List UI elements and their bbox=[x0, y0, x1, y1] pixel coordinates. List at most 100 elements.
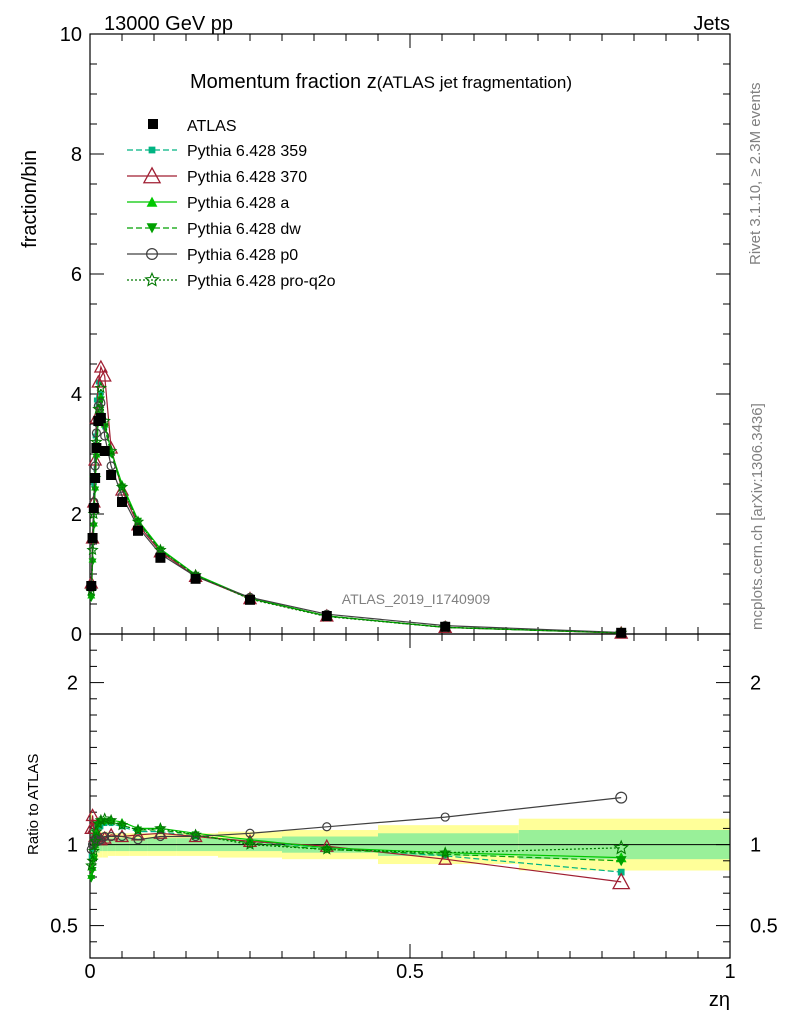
data-point bbox=[117, 497, 127, 507]
mc-point-ratio bbox=[87, 875, 96, 883]
legend-marker bbox=[146, 248, 159, 261]
ratio-tick-label-left: 1 bbox=[67, 835, 78, 857]
legend-item-mc: Pythia 6.428 p0 bbox=[127, 247, 298, 264]
legend: ATLAS Pythia 6.428 359 Pythia 6.428 370 Pyt… bbox=[127, 118, 336, 290]
mc-point-main bbox=[154, 543, 167, 556]
tick-labels: 0 2 4 6 8 10 0.5 0.5 1 1 2 2 0 0.5 1 bbox=[50, 24, 778, 983]
mc-point-main bbox=[96, 396, 105, 404]
y-tick-label: 4 bbox=[71, 384, 82, 406]
data-point bbox=[440, 621, 451, 632]
mc-point-main bbox=[92, 433, 98, 439]
data-points bbox=[86, 413, 627, 638]
category-label: Jets bbox=[693, 13, 730, 35]
legend-label-data: ATLAS bbox=[187, 118, 237, 135]
data-point bbox=[87, 533, 98, 543]
mc-point-ratio bbox=[105, 813, 118, 826]
legend-label: Pythia 6.428 370 bbox=[187, 169, 307, 186]
y-tick-label: 2 bbox=[71, 504, 82, 526]
mc-point-ratio bbox=[86, 854, 99, 866]
mc-point-ratio bbox=[617, 868, 625, 876]
chart-title-sub: (ATLAS jet fragmentation) bbox=[377, 73, 572, 92]
legend-label: Pythia 6.428 pro-q2o bbox=[187, 273, 336, 290]
mc-point-ratio bbox=[85, 808, 100, 822]
mc-point-ratio bbox=[154, 821, 167, 834]
legend-item-mc: Pythia 6.428 370 bbox=[127, 166, 307, 186]
ratio-tick-label-left: 0.5 bbox=[50, 916, 78, 938]
x-tick-label: 1 bbox=[724, 961, 735, 983]
mc-point-ratio bbox=[191, 831, 201, 842]
mc-point-ratio bbox=[98, 812, 111, 824]
y-tick-label: 10 bbox=[60, 24, 82, 46]
mc-point-ratio bbox=[438, 851, 453, 865]
legend-marker bbox=[142, 166, 162, 184]
data-point bbox=[155, 552, 166, 563]
x-axis-label: zη bbox=[709, 989, 730, 1011]
mc-point-main bbox=[115, 480, 129, 493]
x-tick-label: 0 bbox=[84, 961, 95, 983]
mc-point-ratio bbox=[131, 823, 145, 836]
mc-point-ratio bbox=[100, 831, 110, 842]
legend-item-mc: Pythia 6.428 a bbox=[127, 195, 289, 212]
mc-point-main bbox=[131, 515, 145, 527]
y-tick-label: 6 bbox=[71, 264, 82, 286]
mc-point-main bbox=[87, 594, 96, 602]
data-point bbox=[616, 627, 627, 638]
mc-line-ratio bbox=[90, 818, 622, 866]
data-point bbox=[90, 473, 101, 483]
mc-point-main bbox=[93, 397, 99, 403]
mc-point-ratio bbox=[89, 834, 102, 847]
data-point bbox=[321, 611, 332, 621]
y-tick-label: 8 bbox=[71, 144, 82, 166]
data-point bbox=[88, 503, 99, 513]
mc-point-ratio bbox=[320, 843, 333, 855]
ratio-tick-label-left: 2 bbox=[67, 673, 78, 695]
data-point bbox=[106, 470, 117, 480]
ratio-y-axis-label: Ratio to ATLAS bbox=[25, 754, 42, 855]
analysis-id: ATLAS_2019_I1740909 bbox=[342, 591, 491, 607]
mc-point-main bbox=[93, 359, 108, 373]
ratio-tick-label-right: 2 bbox=[750, 673, 761, 695]
mc-point-ratio bbox=[87, 844, 100, 857]
legend-item-mc: Pythia 6.428 pro-q2o bbox=[127, 271, 336, 290]
legend-item-data: ATLAS bbox=[148, 118, 237, 135]
mc-point-ratio bbox=[117, 831, 127, 842]
energy-label: 13000 GeV pp bbox=[104, 13, 233, 35]
mc-point-main bbox=[94, 381, 107, 394]
ratio-plot-frame bbox=[89, 633, 731, 959]
mc-point-main bbox=[86, 543, 99, 556]
mcplots-label: mcplots.cern.ch [arXiv:1306.3436] bbox=[749, 403, 766, 630]
mc-point-ratio bbox=[615, 791, 628, 804]
ratio-tick-label-right: 0.5 bbox=[750, 916, 778, 938]
chart-title: Momentum fraction z(ATLAS jet fragmentat… bbox=[190, 71, 572, 93]
mc-point-ratio bbox=[115, 818, 129, 831]
legend-marker-data bbox=[148, 119, 158, 129]
mc-point-ratio bbox=[440, 812, 450, 822]
main-plot-frame bbox=[89, 33, 731, 635]
legend-label: Pythia 6.428 359 bbox=[187, 143, 307, 160]
mc-point-ratio bbox=[438, 846, 452, 858]
mc-point-ratio bbox=[615, 856, 627, 867]
mc-point-main bbox=[100, 431, 110, 441]
mc-point-ratio bbox=[245, 828, 255, 838]
legend-marker bbox=[144, 271, 160, 287]
mc-point-main bbox=[92, 402, 105, 415]
legend-label: Pythia 6.428 dw bbox=[187, 221, 301, 238]
rivet-label: Rivet 3.1.10, ≥ 2.3M events bbox=[747, 83, 764, 266]
mc-point-ratio bbox=[133, 835, 143, 845]
mc-point-ratio bbox=[106, 831, 116, 842]
legend-label: Pythia 6.428 a bbox=[187, 195, 289, 212]
legend-label: Pythia 6.428 p0 bbox=[187, 247, 298, 264]
data-point bbox=[190, 573, 201, 584]
data-point bbox=[245, 594, 255, 605]
y-tick-label: 0 bbox=[71, 624, 82, 646]
legend-item-mc: Pythia 6.428 dw bbox=[127, 221, 301, 238]
chart-title-main: Momentum fraction z bbox=[190, 71, 377, 93]
data-point bbox=[99, 446, 110, 456]
legend-item-mc: Pythia 6.428 359 bbox=[127, 143, 307, 160]
mc-point-ratio bbox=[189, 828, 202, 841]
data-point bbox=[133, 525, 143, 536]
mc-line-main bbox=[90, 387, 622, 634]
mc-point-ratio bbox=[94, 813, 107, 826]
mc-point-ratio bbox=[246, 839, 254, 847]
